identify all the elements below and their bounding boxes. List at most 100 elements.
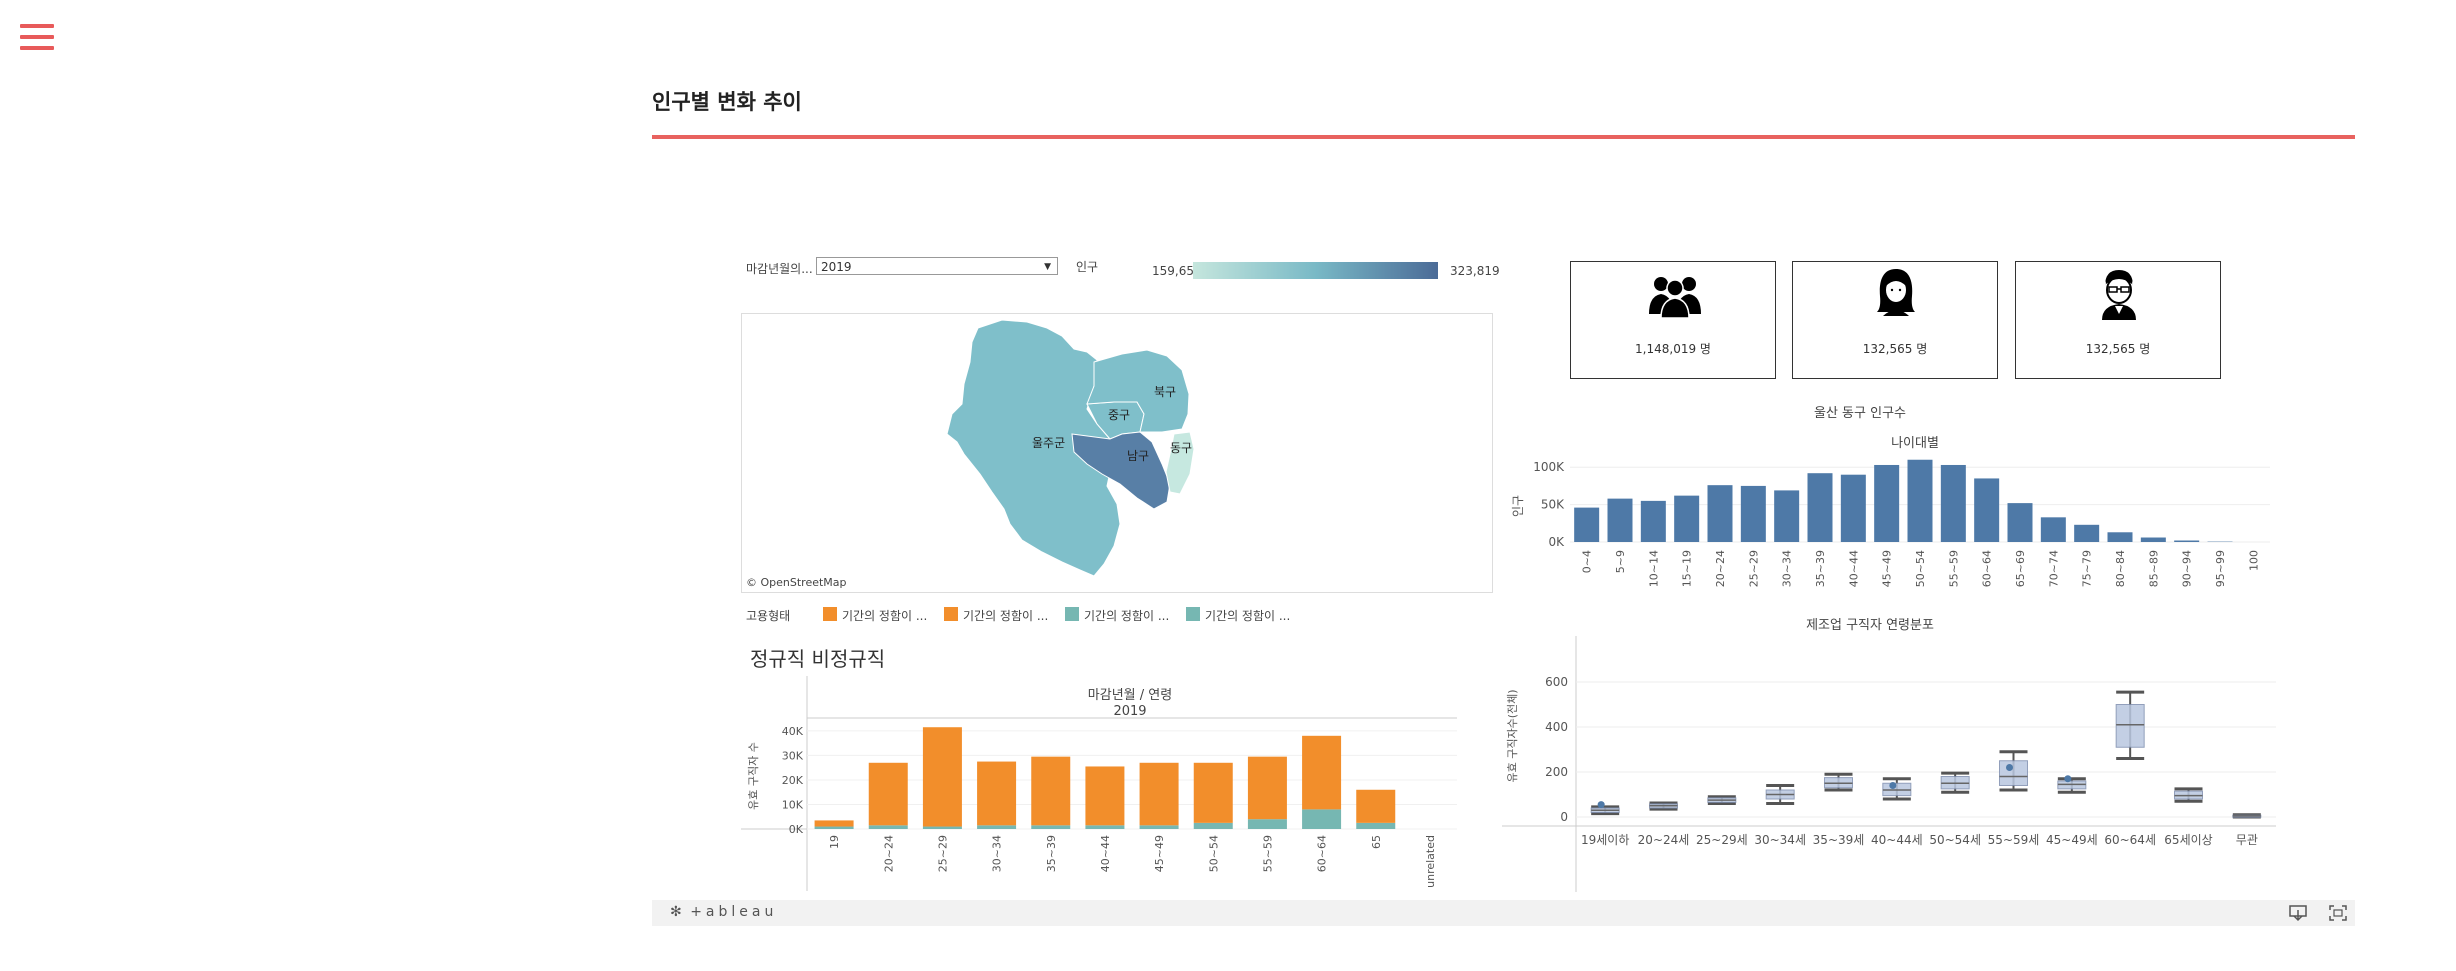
population-x-tick: 75~79 [2081,550,2094,587]
group-icon [1649,277,1701,319]
population-bar [2140,537,2166,542]
population-x-tick: 0~4 [1581,550,1594,573]
tableau-footer [652,900,2355,926]
employment-y-tick: 40K [782,725,804,738]
population-bar [1640,500,1666,542]
population-x-tick: 100 [2247,550,2260,571]
population-bar [1874,464,1900,542]
year-filter-select[interactable]: 2019 ▼ [816,257,1058,275]
map-district-bukgu[interactable] [1086,349,1190,433]
boxplot-x-tick: 20~24세 [1638,833,1690,847]
population-y-tick: 0K [1548,535,1565,549]
population-bar [1674,495,1700,542]
legend-swatch [1186,607,1200,621]
employment-x-tick: 30~34 [991,835,1004,872]
age-distribution-boxplot[interactable]: 유효 구직자수(전체) 0 200 400 600 19세이하 20~24세 25~29세 30… [1502,636,2292,892]
kpi-female-value: 132,565 명 [1862,342,1928,356]
boxplot-point [2006,764,2013,771]
employment-stacked-bar-chart[interactable]: 유효 구직자 수 0K 10K 20K 30K 40K 19 20~24 25~29 30~34 3… [741,676,1461,891]
boxplot-x-tick: 30~34세 [1754,833,1806,847]
employment-x-tick: 35~39 [1045,835,1058,872]
boxplot-x-tick: 45~49세 [2046,833,2098,847]
year-filter-value: 2019 [821,260,852,274]
population-x-tick: 5~9 [1614,550,1627,573]
population-x-tick: 20~24 [1714,550,1727,587]
menu-icon[interactable] [20,24,54,54]
population-bar [1907,459,1933,542]
legend-swatch [823,607,837,621]
employment-bar-segment [1247,756,1287,820]
population-bar [1840,474,1866,542]
population-y-axis-label: 인구 [1511,495,1525,517]
employment-y-axis-label: 유효 구직자 수 [747,742,760,810]
employment-x-tick: 60~64 [1316,835,1329,872]
population-bar-chart[interactable]: 인구 0K 50K 100K 0~4 5~9 10~14 15~19 20~24 25~29 30~… [1508,446,2288,596]
legend-swatch [1065,607,1079,621]
map-label-bukgu: 북구 [1154,385,1176,399]
filter-label: 마감년월의... [746,262,813,276]
woman-icon [1877,269,1915,316]
employment-legend: 기간의 정함이 ... 기간의 정함이 ... 기간의 정함이 ... 기간의 … [820,605,1300,623]
employment-bar-segment [1031,756,1071,826]
download-icon[interactable] [2288,904,2308,922]
population-bar [2107,532,2133,542]
tableau-logo[interactable]: ✻ +ableau [670,904,777,920]
employment-bar-segment [1193,822,1233,829]
kpi-male-value: 132,565 명 [2085,342,2151,356]
legend-item-label: 기간의 정함이 ... [842,609,928,623]
employment-bar-segment [814,826,854,829]
employment-x-tick: 40~44 [1099,835,1112,872]
kpi-total-value: 1,148,019 명 [1635,342,1711,356]
employment-bar-segment [868,825,908,829]
employment-bar-segment [868,762,908,826]
boxplot-box [1999,760,2028,786]
employment-x-tick: 20~24 [882,835,895,872]
employment-bar-segment [922,727,962,827]
employment-bar-segment [1302,735,1342,810]
map-svg[interactable]: 울주군 중구 북구 남구 동구 © OpenStreetMap [742,314,1492,592]
population-bar [1774,490,1800,542]
employment-bar-segment [1031,825,1071,829]
employment-y-tick: 30K [782,749,804,762]
population-x-tick: 90~94 [2181,550,2194,587]
boxplot-x-tick: 19세이하 [1581,833,1629,847]
fullscreen-icon[interactable] [2328,904,2348,922]
map-district-uljugun[interactable] [946,319,1121,577]
population-bar [2007,503,2033,542]
employment-x-tick: 50~54 [1207,835,1220,872]
employment-x-tick: 55~59 [1261,835,1274,872]
employment-x-tick: 65 [1370,835,1383,849]
district-map[interactable]: 울주군 중구 북구 남구 동구 © OpenStreetMap [741,313,1493,593]
kpi-female-population: 132,565 명 [1792,261,1998,379]
map-district-namgu[interactable] [1071,431,1171,510]
population-x-tick: 30~34 [1781,550,1794,587]
population-bar [1807,473,1833,542]
boxplot-point [1889,782,1897,789]
boxplot-x-tick: 40~44세 [1871,833,1923,847]
map-district-donggu[interactable] [1165,431,1195,495]
boxplot-x-tick: 60~64세 [2104,833,2156,847]
boxplot-x-tick: 무관 [2236,833,2258,847]
employment-bar-segment [814,820,854,827]
boxplot-y-tick: 600 [1545,675,1568,689]
population-bar [1707,485,1733,542]
population-bar [1974,478,2000,542]
employment-bar-segment [1085,766,1125,826]
employment-x-tick: 45~49 [1153,835,1166,872]
employment-x-tick: unrelated [1424,835,1437,888]
map-label-donggu: 동구 [1170,441,1192,455]
boxplot-y-tick: 400 [1545,720,1568,734]
employment-y-tick: 10K [782,798,804,811]
boxplot-x-tick: 55~59세 [1988,833,2040,847]
boxplot-y-axis-label: 유효 구직자수(전체) [1506,689,1519,782]
map-label-junggu: 중구 [1108,408,1130,422]
map-legend-max: 323,819 [1450,264,1500,278]
page-title: 인구별 변화 추이 [652,90,802,114]
boxplot-point [2064,775,2072,783]
boxplot-y-tick: 200 [1545,765,1568,779]
map-legend-gradient [1193,262,1438,279]
employment-bar-segment [1139,762,1179,826]
population-x-tick: 85~89 [2147,550,2160,587]
population-x-tick: 10~14 [1647,550,1660,587]
title-divider [652,135,2355,139]
